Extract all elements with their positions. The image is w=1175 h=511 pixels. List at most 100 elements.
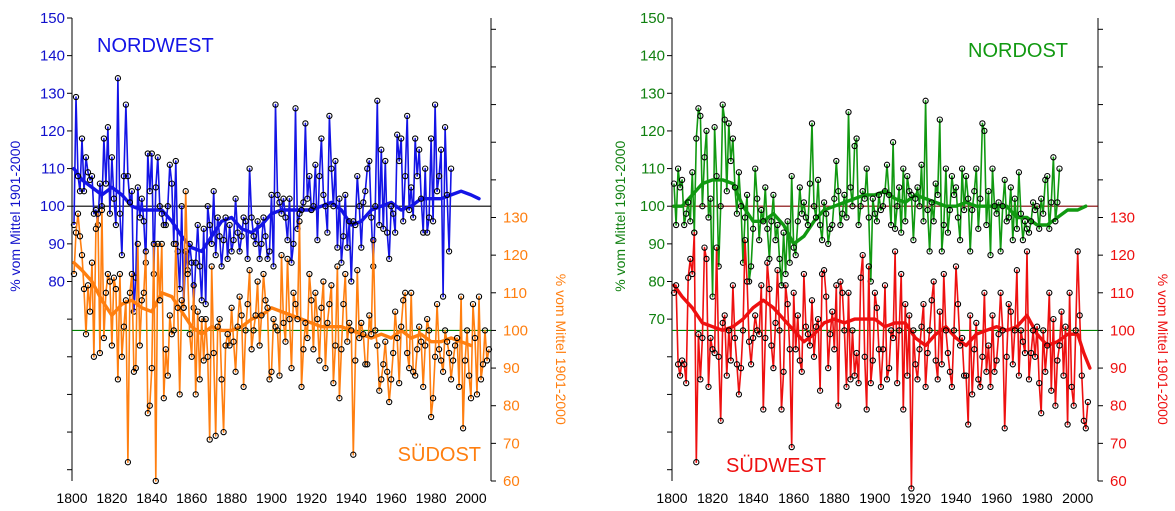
data-point — [194, 308, 201, 315]
data-point — [260, 270, 267, 278]
data-point — [290, 289, 297, 296]
data-point — [276, 199, 283, 206]
data-point — [332, 157, 339, 165]
data-point — [372, 203, 379, 210]
data-point — [1082, 425, 1089, 432]
data-point — [425, 327, 433, 334]
data-point — [1060, 372, 1067, 379]
left-axis-label: % vom Mittel 1901-2000 — [7, 141, 23, 292]
data-point — [288, 364, 295, 372]
x-tick-label: 1940 — [940, 490, 971, 506]
data-point — [999, 203, 1006, 210]
data-point — [940, 270, 947, 278]
data-point — [108, 154, 116, 161]
right-tick-label: 120 — [1110, 247, 1135, 264]
data-point — [236, 248, 243, 255]
data-point — [364, 361, 371, 368]
series-line — [73, 77, 452, 313]
data-point — [208, 263, 215, 270]
data-point — [302, 319, 309, 327]
data-point — [443, 191, 451, 199]
data-point — [1048, 199, 1055, 206]
data-point — [410, 214, 417, 221]
data-point — [284, 236, 291, 244]
data-point — [863, 165, 870, 172]
data-point — [1038, 410, 1045, 417]
data-point — [851, 142, 858, 150]
data-point — [362, 361, 369, 368]
data-point — [687, 255, 694, 263]
data-point — [1048, 387, 1055, 394]
data-point — [427, 135, 435, 142]
x-tick-label: 1980 — [416, 490, 447, 506]
data-point — [912, 195, 919, 202]
right-tick-label: 130 — [1110, 210, 1135, 227]
data-point — [84, 169, 92, 176]
data-point — [316, 357, 323, 364]
data-point — [997, 289, 1004, 296]
series-1 — [670, 97, 1088, 300]
data-point — [152, 184, 159, 191]
data-point — [322, 364, 329, 372]
data-point — [1025, 229, 1033, 236]
data-point — [156, 297, 163, 304]
data-point — [126, 199, 134, 206]
data-point — [186, 331, 193, 338]
data-point — [120, 323, 128, 330]
data-point — [1064, 421, 1071, 428]
data-point — [252, 312, 259, 319]
data-point — [885, 191, 893, 199]
data-point — [483, 357, 491, 364]
data-point — [392, 308, 399, 315]
data-point — [338, 259, 345, 266]
data-point — [794, 218, 801, 225]
data-point — [216, 233, 223, 240]
data-point — [202, 315, 209, 323]
data-point — [683, 210, 690, 217]
data-point — [148, 364, 155, 372]
data-point — [447, 376, 455, 383]
data-point — [216, 315, 223, 323]
left-tick-label: 120 — [40, 123, 65, 140]
data-point — [220, 236, 227, 244]
right-tick-label: 120 — [503, 247, 528, 264]
data-point — [396, 379, 403, 387]
data-point — [477, 376, 485, 383]
data-point — [200, 357, 207, 364]
data-point — [278, 251, 285, 259]
data-point — [244, 300, 251, 308]
data-point — [1056, 342, 1063, 349]
data-point — [721, 312, 728, 319]
data-point — [707, 334, 714, 342]
data-point — [124, 172, 132, 180]
data-point — [958, 165, 966, 172]
data-point — [920, 300, 927, 308]
data-point — [697, 376, 704, 383]
data-point — [950, 191, 958, 199]
data-point — [713, 244, 720, 251]
data-point — [780, 368, 787, 375]
data-point — [264, 255, 271, 263]
data-point — [904, 372, 911, 379]
data-point — [318, 135, 325, 142]
data-point — [962, 172, 970, 180]
data-point — [168, 180, 175, 187]
data-point — [920, 218, 927, 225]
data-point — [1015, 372, 1023, 379]
data-point — [236, 293, 243, 300]
data-point — [790, 289, 797, 296]
data-point — [328, 165, 335, 172]
data-point — [1029, 199, 1037, 206]
data-point — [92, 225, 100, 232]
data-point — [758, 282, 765, 289]
data-point — [382, 157, 389, 165]
data-point — [954, 300, 962, 308]
data-point — [282, 214, 289, 221]
data-point — [394, 131, 401, 138]
data-point — [104, 124, 112, 131]
left-tick-label: 100 — [40, 198, 65, 215]
data-point — [1058, 308, 1065, 315]
data-point — [965, 195, 972, 202]
data-point — [72, 93, 80, 101]
data-point — [891, 248, 899, 255]
